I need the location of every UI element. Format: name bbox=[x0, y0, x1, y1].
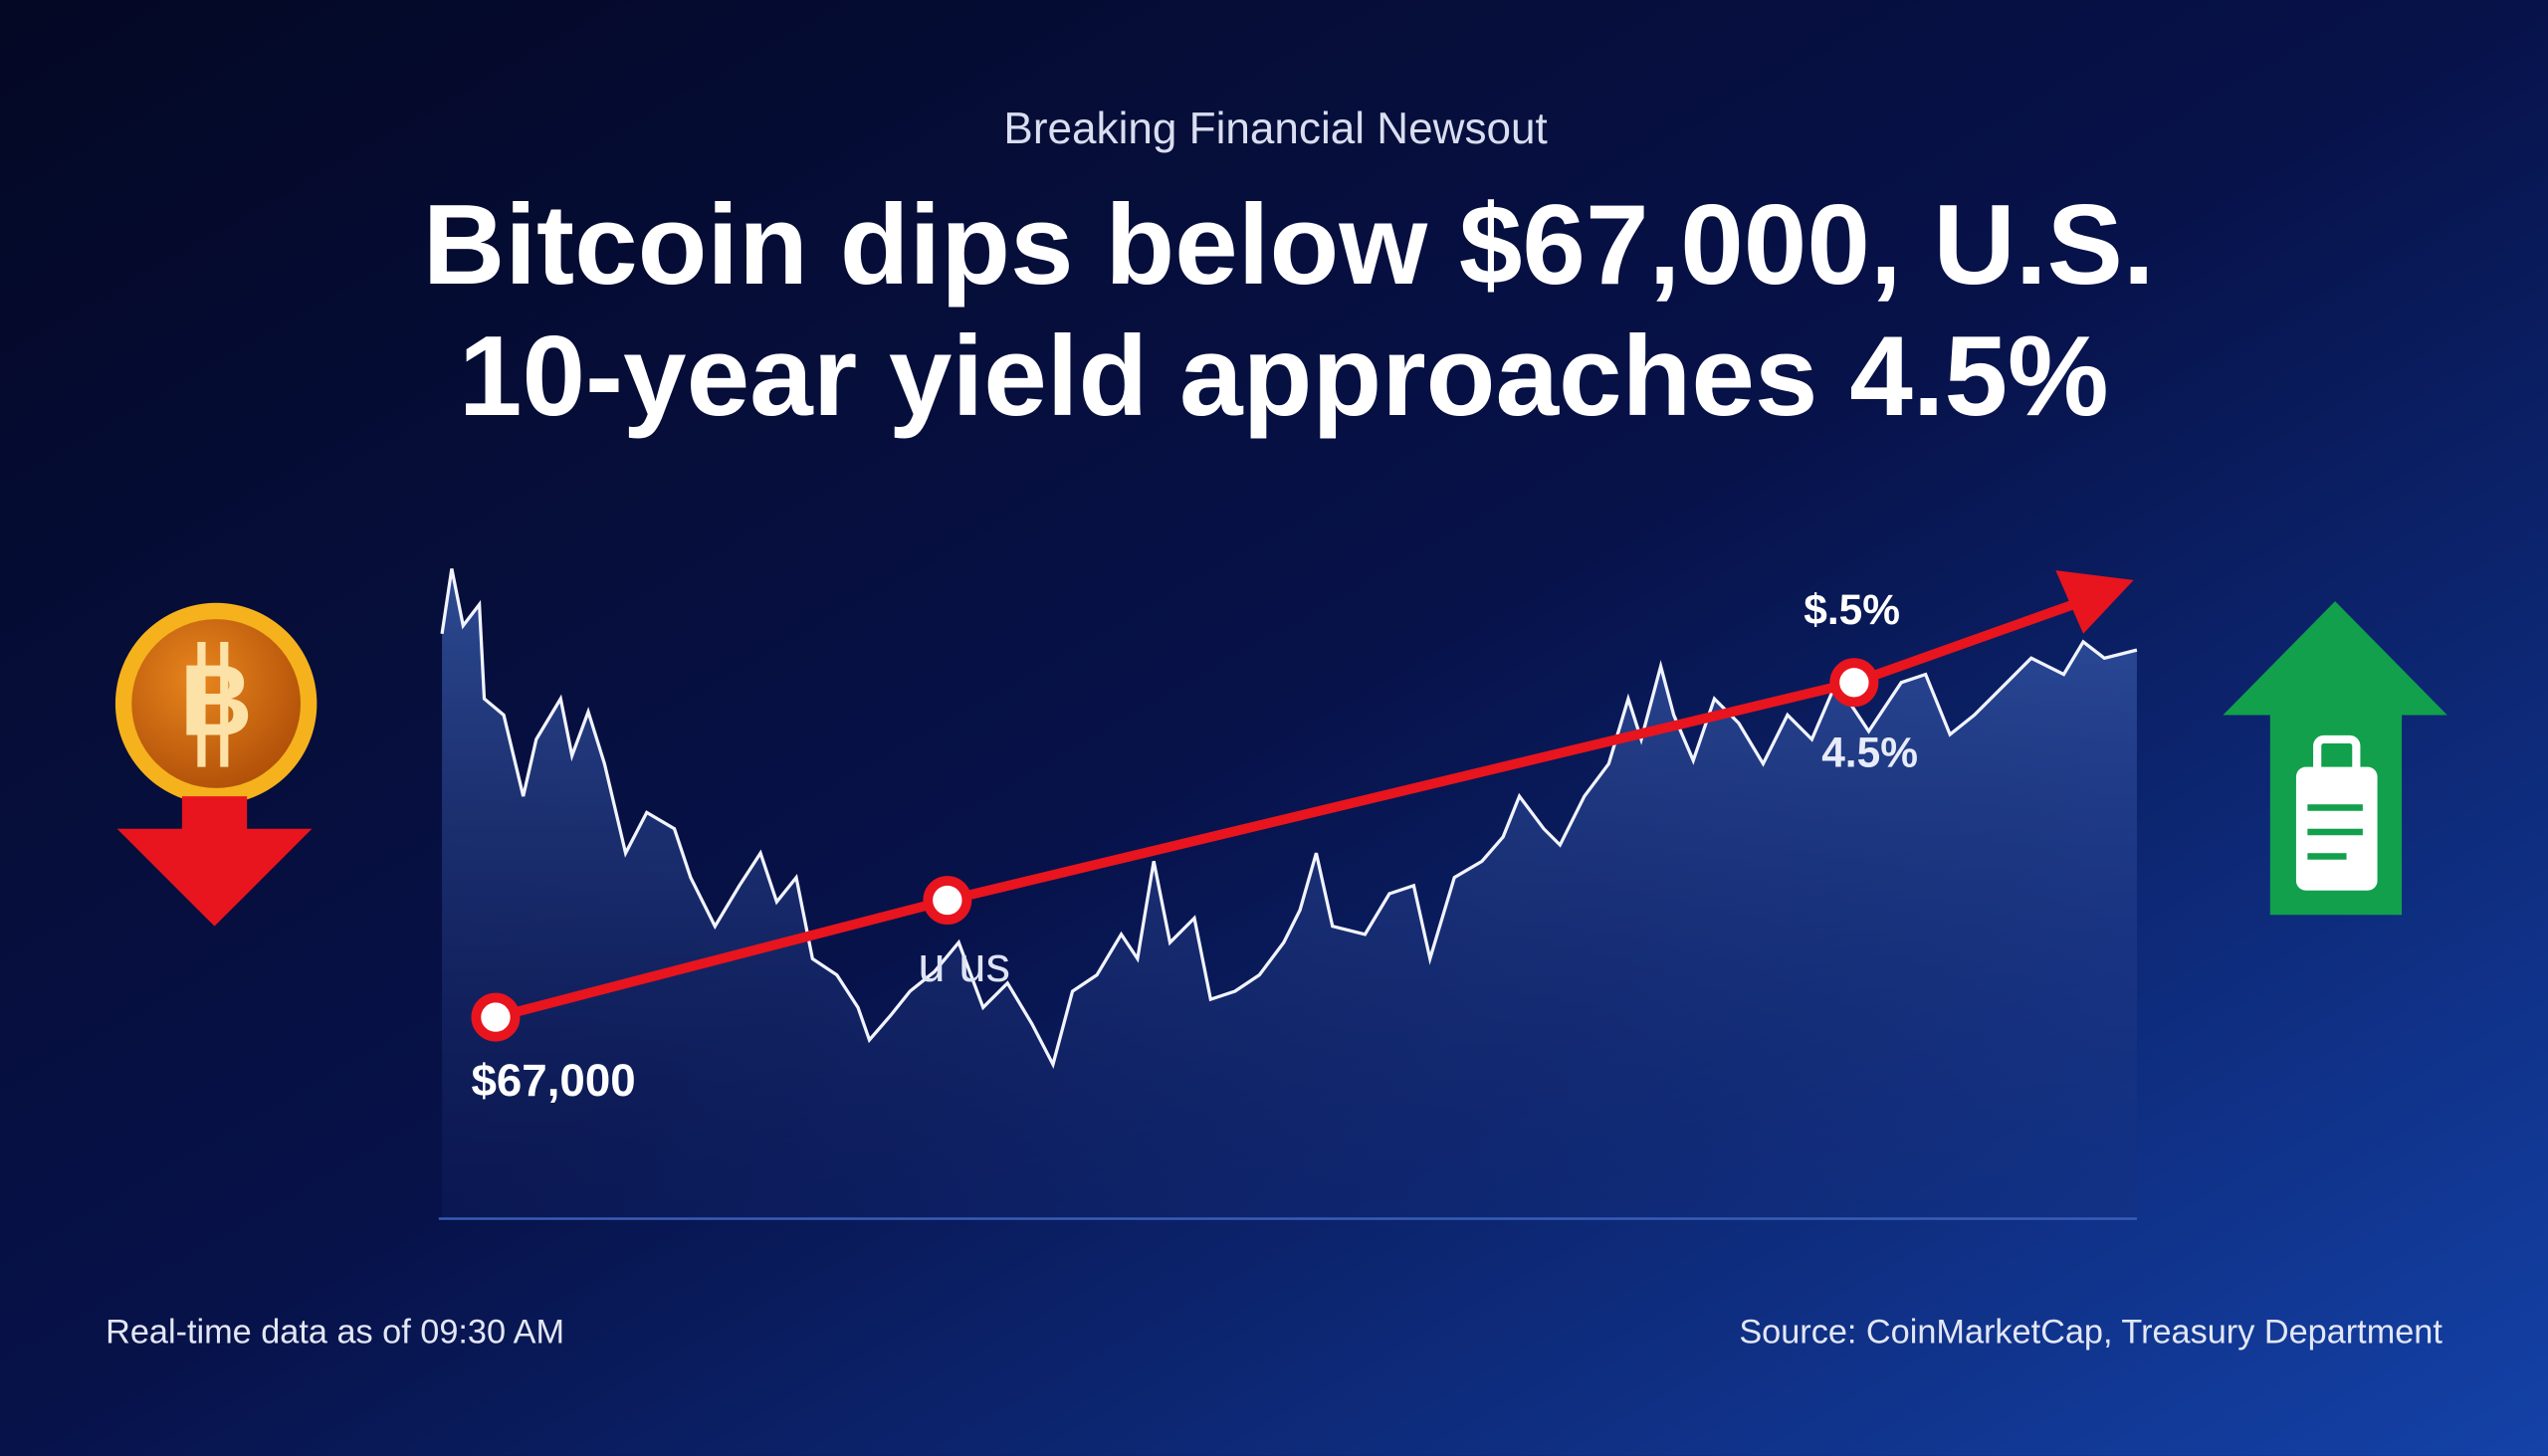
trend-point bbox=[923, 876, 972, 926]
document-clip bbox=[2313, 734, 2361, 779]
document-line bbox=[2307, 828, 2363, 836]
up-arrow bbox=[2223, 601, 2447, 916]
annotation: 4.5% bbox=[1821, 728, 1918, 775]
document-line bbox=[2307, 804, 2363, 811]
price-area bbox=[442, 568, 2137, 1219]
footer-left: Real-time data as of 09:30 AM bbox=[106, 1314, 564, 1352]
trend-arrow bbox=[494, 591, 2098, 1022]
headline-line: 10-year yield approaches 4.5% bbox=[459, 313, 2109, 440]
bitcoin-icon: B bbox=[114, 602, 318, 927]
price-illustration: $67,000 u us $.5% 4.5% bbox=[438, 568, 2138, 1220]
document-line bbox=[2307, 853, 2347, 860]
price-line bbox=[440, 568, 2138, 1069]
footer-right: Source: CoinMarketCap, Treasury Departme… bbox=[1739, 1314, 2442, 1352]
trend-point bbox=[1829, 658, 1879, 708]
coin-face bbox=[131, 619, 302, 788]
down-arrow bbox=[116, 796, 313, 927]
coin-symbol: B bbox=[180, 645, 253, 757]
annotation: $67,000 bbox=[471, 1055, 635, 1106]
headline-line: Bitcoin dips below $67,000, U.S. bbox=[423, 182, 2155, 309]
annotation: u us bbox=[918, 938, 1010, 992]
annotation: $.5% bbox=[1804, 586, 1900, 633]
trend-arrow-head bbox=[2055, 570, 2134, 634]
trend-point bbox=[471, 992, 521, 1042]
treasury-icon bbox=[2223, 601, 2447, 916]
kicker: Breaking Financial Newsout bbox=[1003, 104, 1547, 153]
